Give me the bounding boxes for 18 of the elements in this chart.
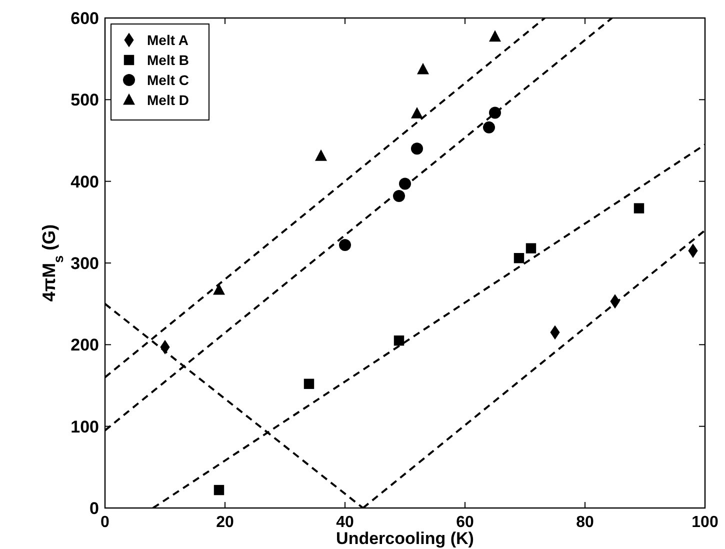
legend-label: Melt B bbox=[147, 52, 189, 68]
y-tick-label: 0 bbox=[90, 499, 99, 518]
x-tick-label: 0 bbox=[100, 514, 110, 531]
x-tick-label: 80 bbox=[576, 514, 594, 531]
legend-label: Melt C bbox=[147, 72, 189, 88]
y-tick-label: 400 bbox=[70, 172, 99, 192]
x-tick-label: 100 bbox=[692, 514, 718, 531]
y-tick-label: 500 bbox=[70, 90, 99, 110]
y-tick-label: 100 bbox=[70, 417, 99, 436]
y-tick-label: 200 bbox=[70, 336, 99, 355]
legend-label: Melt D bbox=[147, 92, 189, 108]
y-tick-label: 600 bbox=[70, 9, 99, 28]
legend-label: Melt A bbox=[147, 32, 188, 48]
y-tick-label: 300 bbox=[70, 254, 99, 273]
x-axis-title: Undercooling (K) bbox=[336, 529, 474, 548]
x-tick-label: 60 bbox=[456, 514, 474, 531]
x-tick-label: 20 bbox=[216, 514, 234, 531]
x-tick-label: 40 bbox=[336, 514, 354, 531]
